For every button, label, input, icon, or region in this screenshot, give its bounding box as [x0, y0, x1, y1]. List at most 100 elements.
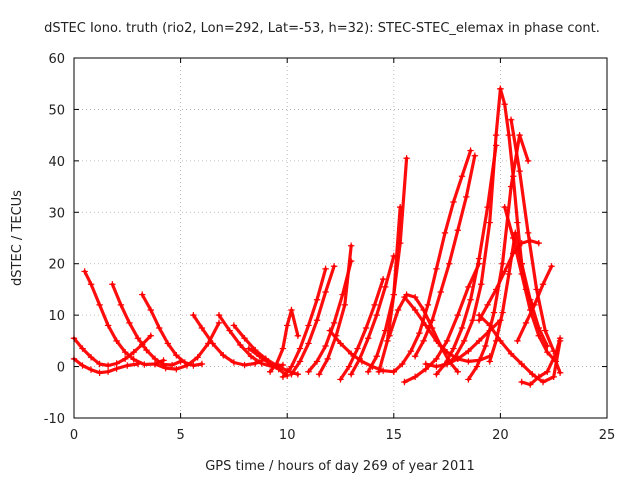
data-point	[458, 324, 466, 332]
plot-frame	[73, 57, 608, 419]
data-point	[518, 360, 525, 368]
data-point	[124, 362, 131, 369]
data-point	[173, 365, 180, 373]
data-point	[347, 242, 355, 249]
data-series	[70, 85, 564, 388]
data-point	[527, 381, 534, 388]
data-point	[484, 301, 491, 309]
data-point	[396, 203, 404, 211]
data-point	[463, 193, 470, 201]
data-point	[347, 371, 355, 378]
pass-line	[349, 254, 396, 376]
data-point	[245, 345, 253, 352]
data-point	[190, 362, 197, 369]
y-tick-label: 10	[48, 309, 65, 324]
data-point	[514, 337, 521, 345]
data-point	[454, 227, 461, 234]
pass-line	[281, 267, 328, 379]
data-point	[198, 324, 206, 332]
data-point	[215, 311, 223, 319]
data-point	[509, 234, 517, 242]
data-point	[288, 363, 295, 370]
data-point	[497, 85, 504, 93]
data-point	[226, 327, 233, 334]
data-point	[535, 332, 542, 339]
data-point	[478, 281, 485, 288]
data-point	[390, 291, 397, 298]
data-point	[104, 362, 112, 369]
x-tick-label: 0	[70, 428, 78, 443]
data-point	[499, 260, 506, 267]
data-point	[501, 268, 508, 275]
data-point	[147, 332, 154, 339]
satellite-pass	[507, 116, 557, 355]
satellite-pass	[139, 291, 206, 369]
pass-line	[402, 262, 481, 384]
data-point	[433, 363, 440, 370]
data-point	[247, 353, 255, 360]
data-point	[130, 348, 137, 356]
satellite-pass	[315, 242, 355, 378]
data-point	[422, 322, 429, 329]
data-point	[467, 296, 474, 303]
data-point	[382, 283, 389, 291]
data-point	[450, 345, 457, 352]
satellite-pass	[433, 142, 500, 378]
data-point	[501, 203, 508, 211]
data-point	[533, 286, 540, 293]
pass-line	[377, 205, 402, 374]
data-point	[296, 345, 304, 352]
data-point	[403, 155, 410, 162]
data-point	[322, 265, 329, 273]
data-point	[369, 363, 376, 370]
satellite-pass	[215, 311, 287, 370]
data-point	[507, 116, 515, 123]
data-point	[505, 270, 513, 278]
data-point	[539, 281, 547, 288]
y-axis-label: dSTEC / TECUs	[10, 190, 25, 286]
data-point	[386, 332, 393, 339]
data-point	[467, 147, 474, 154]
y-tick-label: 60	[48, 52, 65, 67]
data-point	[518, 239, 525, 247]
data-point	[345, 363, 353, 370]
data-point	[258, 360, 265, 367]
data-point	[428, 317, 436, 324]
data-point	[164, 340, 172, 347]
data-point	[556, 335, 564, 342]
data-point	[96, 360, 103, 368]
satellite-pass	[475, 311, 564, 386]
pass-line	[366, 156, 409, 374]
data-point	[288, 306, 295, 314]
data-point	[284, 322, 291, 329]
data-point	[401, 293, 408, 301]
y-tick-label: 40	[48, 155, 65, 170]
data-point	[305, 368, 312, 375]
data-point	[492, 131, 500, 139]
data-point	[139, 291, 146, 298]
data-point	[411, 373, 419, 381]
satellite-pass	[288, 263, 338, 378]
data-point	[422, 360, 429, 368]
satellite-pass	[70, 332, 154, 369]
data-point	[450, 198, 457, 206]
data-point	[475, 311, 483, 319]
data-point	[424, 301, 432, 309]
data-point	[162, 364, 169, 372]
data-point	[126, 319, 133, 327]
pass-line	[83, 269, 166, 367]
data-point	[441, 229, 449, 237]
x-tick-label: 5	[176, 428, 184, 443]
satellite-pass	[109, 281, 184, 369]
pass-line	[268, 308, 300, 374]
data-point	[497, 317, 504, 324]
data-point	[471, 152, 479, 159]
data-point	[324, 355, 331, 363]
satellite-pass	[411, 152, 479, 360]
data-point	[454, 355, 461, 363]
data-point	[552, 350, 560, 357]
axis-ticks: 0 5 10 15 20 25 -10 0 10 20 30 40 50 60	[44, 52, 616, 443]
data-point	[237, 341, 244, 349]
data-point	[173, 352, 180, 359]
data-point	[151, 360, 159, 368]
